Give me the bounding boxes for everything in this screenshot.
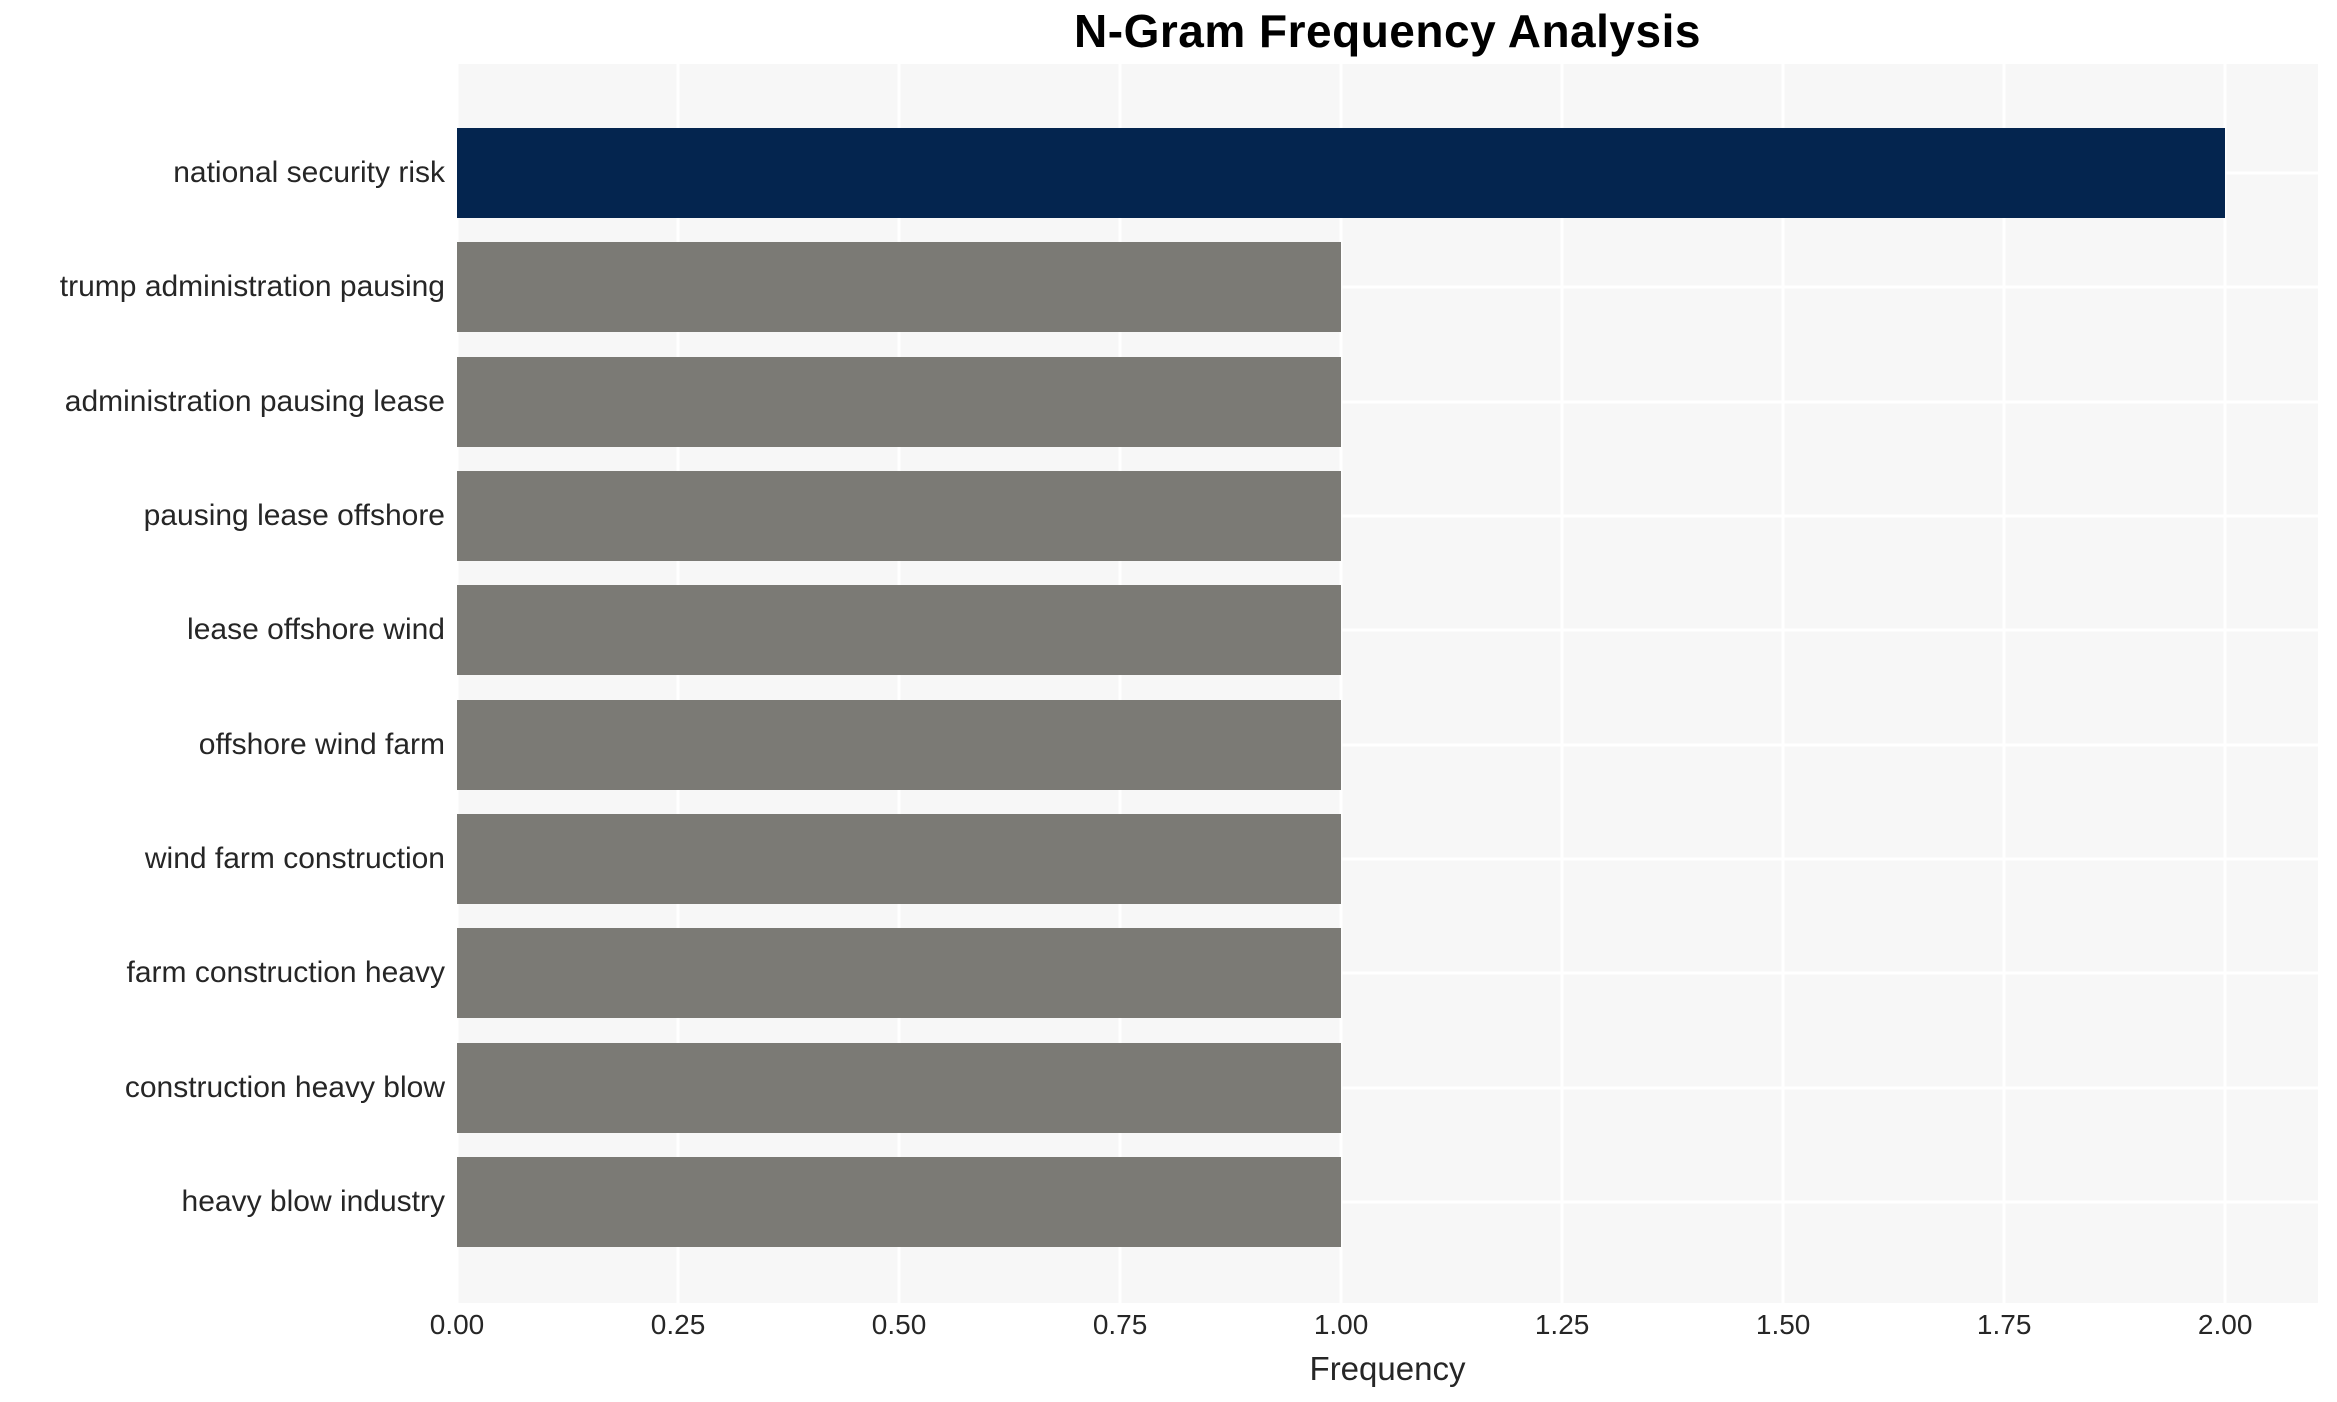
- bar-offshore-wind-farm: [457, 699, 1342, 790]
- y-tick-label-administration-pausing-lease: administration pausing lease: [64, 384, 445, 418]
- y-gridline-5: [457, 743, 2318, 747]
- bar-national-security-risk: [457, 128, 2226, 218]
- y-tick-label-pausing-lease-offshore: pausing lease offshore: [143, 498, 445, 532]
- bar-lease-offshore-wind: [457, 585, 1342, 676]
- x-tick-label-0.50: 0.50: [871, 1309, 927, 1340]
- x-axis-title: Frequency: [1309, 1350, 1466, 1387]
- y-gridline-7: [457, 971, 2318, 975]
- bar-heavy-blow-industry: [457, 1156, 1342, 1247]
- bar-administration-pausing-lease: [457, 356, 1342, 447]
- plot-area: [457, 64, 2318, 1303]
- y-tick-label-wind-farm-construction: wind farm construction: [144, 841, 445, 875]
- y-tick-label-lease-offshore-wind: lease offshore wind: [187, 613, 445, 647]
- x-tick-label-1.75: 1.75: [1976, 1309, 2032, 1340]
- bar-construction-heavy-blow: [457, 1042, 1342, 1133]
- y-gridline-1: [457, 285, 2318, 289]
- bar-farm-construction-heavy: [457, 928, 1342, 1019]
- y-tick-label-heavy-blow-industry: heavy blow industry: [181, 1184, 445, 1218]
- y-gridline-8: [457, 1086, 2318, 1090]
- x-axis-ticks: 0.00 0.25 0.50 0.75 1.00 1.25 1.50 1.75 2.00: [430, 1309, 2318, 1349]
- x-tick-label-2.00: 2.00: [2197, 1309, 2253, 1340]
- bar-wind-farm-construction: [457, 813, 1342, 904]
- x-tick-label-1.25: 1.25: [1534, 1309, 1590, 1340]
- x-gridline-0.00: [457, 64, 459, 1303]
- bar-pausing-lease-offshore: [457, 470, 1342, 561]
- y-gridline-9: [457, 1200, 2318, 1204]
- y-axis-labels: national security risk trump administrati…: [0, 64, 445, 1303]
- x-tick-label-0.25: 0.25: [650, 1309, 706, 1340]
- x-tick-label-0.75: 0.75: [1092, 1309, 1148, 1340]
- x-tick-label-0.00: 0.00: [429, 1309, 485, 1340]
- x-gridline-1.75: [2002, 64, 2006, 1303]
- x-gridline-0.75: [1118, 64, 1122, 1303]
- y-tick-label-trump-administration-pausing: trump administration pausing: [59, 270, 445, 304]
- x-tick-label-1.00: 1.00: [1313, 1309, 1369, 1340]
- bar-trump-administration-pausing: [457, 242, 1342, 333]
- y-gridline-3: [457, 514, 2318, 518]
- x-gridline-1.00: [1339, 64, 1343, 1303]
- x-gridline-0.50: [897, 64, 901, 1303]
- x-gridline-1.25: [1560, 64, 1564, 1303]
- y-gridline-2: [457, 400, 2318, 404]
- x-gridline-2.00: [2223, 64, 2227, 1303]
- x-gridline-1.50: [1781, 64, 1785, 1303]
- y-tick-label-offshore-wind-farm: offshore wind farm: [198, 727, 445, 761]
- y-tick-label-construction-heavy-blow: construction heavy blow: [124, 1070, 445, 1104]
- y-tick-label-farm-construction-heavy: farm construction heavy: [126, 956, 445, 990]
- y-gridline-6: [457, 857, 2318, 861]
- y-tick-label-national-security-risk: national security risk: [173, 156, 445, 189]
- x-gridline-0.25: [676, 64, 680, 1303]
- x-tick-label-1.50: 1.50: [1755, 1309, 1811, 1340]
- chart-title: N-Gram Frequency Analysis: [1074, 5, 1701, 57]
- y-gridline-4: [457, 628, 2318, 632]
